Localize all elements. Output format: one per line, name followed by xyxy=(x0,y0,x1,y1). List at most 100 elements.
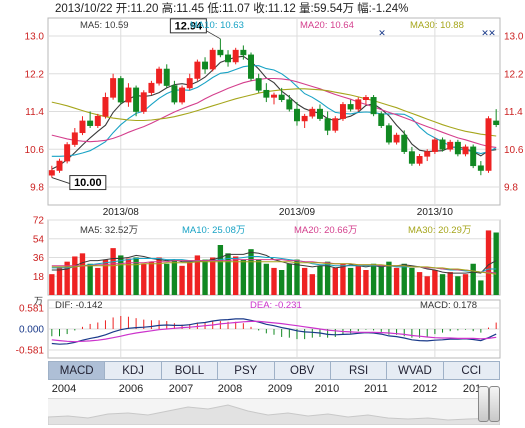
candle-body xyxy=(271,94,277,98)
volume-bar xyxy=(363,270,369,295)
volume-bar xyxy=(248,249,254,295)
price-y-tick-left: 12.2 xyxy=(25,69,45,80)
overview-sparkline xyxy=(47,404,501,426)
legend-ma10: MA10: 10.63 xyxy=(190,20,244,31)
volume-y-tick: 72 xyxy=(33,216,45,227)
macd-dif-value: DIF: -0.142 xyxy=(55,300,103,311)
tab-obv[interactable]: OBV xyxy=(274,361,331,380)
volume-bar xyxy=(171,259,178,295)
candle-body xyxy=(286,99,293,110)
candle-body xyxy=(202,61,209,70)
candle-body xyxy=(439,139,446,150)
volume-bar xyxy=(432,270,438,295)
volume-y-tick: 36 xyxy=(33,253,45,264)
candle-body xyxy=(316,108,323,119)
volume-bar xyxy=(309,274,315,295)
macd-dif-line xyxy=(51,318,497,345)
volume-y-tick: 54 xyxy=(33,234,45,245)
volume-bar xyxy=(447,272,453,295)
legend-ma30: MA30: 10.88 xyxy=(410,20,464,31)
year-label: 2010 xyxy=(314,383,340,395)
macd-y-tick: 0.000 xyxy=(19,325,44,336)
price-ma30-line xyxy=(51,88,497,137)
macd-y-tick: -0.581 xyxy=(16,346,45,357)
volume-bar xyxy=(271,267,277,295)
volume-bar xyxy=(194,255,201,295)
price-x-tick: 2013/09 xyxy=(279,207,316,218)
price-y-tick-right: 12.2 xyxy=(504,69,524,80)
candle-body xyxy=(408,151,415,164)
range-slider-handle[interactable] xyxy=(478,386,500,422)
tab-rsi[interactable]: RSI xyxy=(330,361,388,380)
legend-ma5: MA5: 10.59 xyxy=(80,20,129,31)
history-overview-strip[interactable] xyxy=(47,398,501,426)
vol-legend-ma5: MA5: 32.52万 xyxy=(80,225,139,236)
range-handle-left[interactable] xyxy=(478,386,489,422)
event-marker-icon: ✕ xyxy=(481,28,489,38)
volume-bar xyxy=(493,232,499,295)
volume-bar xyxy=(233,256,239,295)
price-y-tick-left: 13.0 xyxy=(25,32,45,43)
candle-body xyxy=(447,141,454,150)
volume-bar xyxy=(470,263,476,295)
volume-bar xyxy=(110,248,116,295)
candle-body xyxy=(117,78,124,103)
volume-bar xyxy=(278,270,285,295)
high-annotation-leader xyxy=(206,30,221,40)
quote-summary: 2013/10/22 开:11.20 高:11.45 低:11.07 收:11.… xyxy=(55,3,409,15)
year-label: 2009 xyxy=(267,383,293,395)
candle-body xyxy=(362,97,369,101)
vol-legend-ma10: MA10: 25.08万 xyxy=(182,225,246,236)
volume-bar xyxy=(370,263,377,295)
tab-macd[interactable]: MACD xyxy=(48,361,106,380)
volume-bar xyxy=(179,265,185,295)
volume-bar xyxy=(49,274,55,295)
price-y-tick-right: 13.0 xyxy=(504,32,524,43)
candle-body xyxy=(133,87,140,112)
tab-cci[interactable]: CCI xyxy=(443,361,500,380)
price-x-tick: 2013/10 xyxy=(417,207,454,218)
volume-bar xyxy=(133,257,139,295)
low-annotation-leader xyxy=(51,177,70,184)
volume-bar xyxy=(255,259,262,295)
candle-body xyxy=(332,118,339,131)
volume-bar xyxy=(72,256,78,295)
year-label: 2012 xyxy=(412,383,438,395)
price-ma10-line xyxy=(51,65,497,157)
volume-bar xyxy=(424,276,430,295)
volume-bar xyxy=(462,274,469,295)
candle-body xyxy=(148,82,155,93)
range-handle-right[interactable] xyxy=(489,386,500,422)
price-y-tick-left: 10.6 xyxy=(25,145,45,156)
volume-bar xyxy=(187,261,193,295)
price-y-tick-right: 11.4 xyxy=(504,107,523,118)
candle-body xyxy=(294,108,300,122)
volume-bar xyxy=(118,255,124,295)
candle-body xyxy=(71,132,78,145)
tab-kdj[interactable]: KDJ xyxy=(105,361,162,380)
candle-body xyxy=(156,68,163,84)
candle-body xyxy=(347,104,354,110)
vol-legend-ma20: MA20: 20.66万 xyxy=(294,225,358,236)
candle-body xyxy=(278,94,285,101)
timeline-year-axis: 2004 2006 2007 2008 2009 2010 2011 2012 … xyxy=(48,383,500,397)
candle-body xyxy=(56,160,63,171)
volume-bar xyxy=(393,267,400,295)
macd-bar-value: MACD: 0.178 xyxy=(420,300,478,311)
tab-boll[interactable]: BOLL xyxy=(161,361,219,380)
tab-wvad[interactable]: WVAD xyxy=(387,361,444,380)
volume-bar xyxy=(210,257,216,295)
candle-body xyxy=(477,165,484,171)
tab-psy[interactable]: PSY xyxy=(218,361,275,380)
candle-body xyxy=(255,78,262,91)
macd-dea-line xyxy=(51,320,497,343)
year-label: 2006 xyxy=(118,383,144,395)
volume-bar xyxy=(156,257,162,295)
candle-body xyxy=(355,99,362,110)
low-annotation-box xyxy=(69,175,107,191)
volume-bar xyxy=(332,267,338,295)
candle-body xyxy=(370,97,377,115)
candle-body xyxy=(102,97,109,117)
year-label: 2011 xyxy=(364,383,388,395)
volume-bar xyxy=(455,276,461,295)
